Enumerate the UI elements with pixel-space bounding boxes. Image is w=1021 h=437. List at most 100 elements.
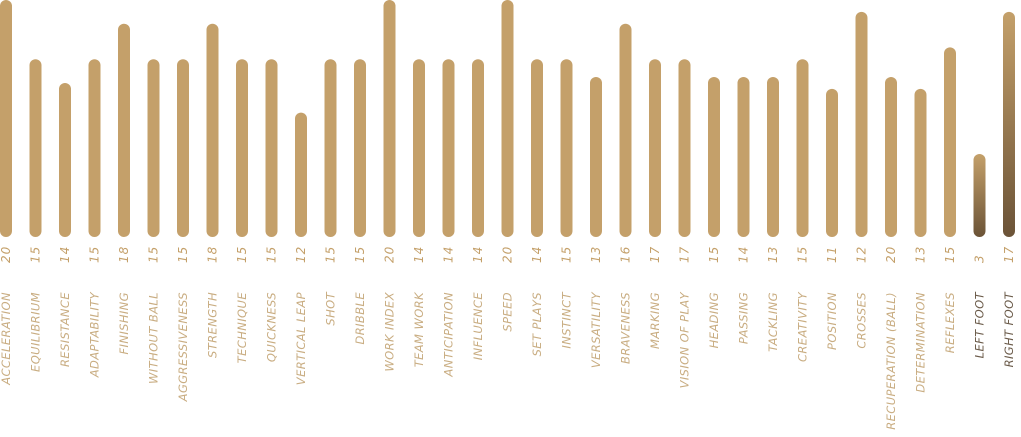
- bar-vision-of-play: [678, 59, 691, 237]
- category-label-heading: HEADING: [707, 292, 721, 348]
- category-label-crosses: CROSSES: [855, 292, 869, 349]
- bar-heading: [708, 77, 720, 238]
- bar-anticipation: [442, 59, 455, 237]
- value-label-shot: 15: [324, 246, 338, 263]
- category-label-acceleration: ACCELERATION: [0, 292, 13, 386]
- category-label-marking: MARKING: [648, 292, 662, 349]
- value-label-reflexes: 15: [943, 246, 957, 263]
- bar-crosses: [855, 11, 868, 237]
- bar-acceleration: [0, 0, 12, 237]
- value-label-set-plays: 14: [530, 246, 544, 263]
- category-label-reflexes: REFLEXES: [943, 292, 957, 353]
- value-label-braveness: 16: [619, 246, 633, 263]
- value-label-passing: 14: [737, 246, 751, 263]
- bar-vertical-leap: [295, 112, 307, 237]
- category-label-technique: TECHNIQUE: [235, 292, 249, 364]
- category-label-anticipation: ANTICIPATION: [442, 292, 456, 378]
- category-label-vertical-leap: VERTICAL LEAP: [294, 292, 308, 385]
- value-labels-group: 20 15 14 15 18 15 15 18 15 15 12 15 15 20 14 14 14 20 14 15…: [0, 246, 1016, 263]
- bar-team-work: [413, 59, 425, 237]
- category-label-speed: SPEED: [501, 292, 515, 332]
- value-label-work-index: 20: [383, 246, 397, 263]
- category-label-influence: INFLUENCE: [471, 292, 485, 361]
- category-label-instinct: INSTINCT: [560, 291, 574, 348]
- category-label-creativity: CREATIVITY: [796, 291, 810, 362]
- value-label-anticipation: 14: [442, 246, 456, 263]
- value-label-speed: 20: [501, 246, 515, 263]
- value-label-finishing: 18: [117, 246, 131, 263]
- bar-braveness: [619, 23, 632, 238]
- value-label-team-work: 14: [412, 246, 426, 263]
- category-label-team-work: TEAM WORK: [412, 291, 426, 367]
- bar-equilibrium: [29, 59, 42, 237]
- category-label-strength: STRENGTH: [206, 292, 220, 358]
- value-label-position: 11: [825, 246, 839, 263]
- value-label-heading: 15: [707, 246, 721, 263]
- category-label-set-plays: SET PLAYS: [530, 292, 544, 356]
- category-label-finishing: FINISHING: [117, 292, 131, 354]
- bar-quickness: [265, 59, 278, 237]
- bar-passing: [737, 77, 750, 238]
- bar-marking: [649, 59, 661, 237]
- bar-dribble: [354, 59, 366, 237]
- bar-versatility: [590, 77, 602, 238]
- bar-left-foot: [973, 154, 986, 237]
- category-label-braveness: BRAVENESS: [619, 292, 633, 364]
- category-label-tackling: TACKLING: [766, 292, 780, 352]
- category-label-equilibrium: EQUILIBRIUM: [29, 292, 43, 372]
- category-label-aggressiveness: AGGRESSIVENESS: [176, 292, 190, 402]
- value-label-crosses: 12: [855, 246, 869, 263]
- category-labels-group: ACCELERATION EQUILIBRIUM RESISTANCE ADAPTAB…: [0, 291, 1016, 430]
- value-label-creativity: 15: [796, 246, 810, 263]
- bar-finishing: [118, 23, 130, 238]
- bar-reflexes: [944, 47, 956, 238]
- value-label-vision-of-play: 17: [678, 246, 692, 263]
- value-label-resistance: 14: [58, 246, 72, 263]
- bar-instinct: [560, 59, 573, 237]
- bar-work-index: [383, 0, 396, 237]
- bar-recuperation-ball: [885, 77, 897, 238]
- bar-strength: [206, 23, 219, 238]
- category-label-vision-of-play: VISION OF PLAY: [678, 291, 692, 388]
- value-label-left-foot: 3: [973, 254, 987, 263]
- bar-creativity: [796, 59, 809, 237]
- category-label-resistance: RESISTANCE: [58, 292, 72, 367]
- value-label-right-foot: 17: [1002, 246, 1016, 263]
- value-label-recuperation-ball: 20: [884, 246, 898, 263]
- category-label-work-index: WORK INDEX: [383, 291, 397, 371]
- value-label-vertical-leap: 12: [294, 246, 308, 263]
- category-label-passing: PASSING: [737, 292, 751, 344]
- bar-set-plays: [531, 59, 543, 237]
- value-label-acceleration: 20: [0, 246, 13, 263]
- bars-group: [0, 0, 1015, 238]
- bar-influence: [472, 59, 484, 237]
- bar-tackling: [767, 77, 779, 238]
- value-label-dribble: 15: [353, 246, 367, 263]
- category-label-without-ball: WITHOUT BALL: [147, 292, 161, 384]
- value-label-technique: 15: [235, 246, 249, 263]
- category-label-left-foot: LEFT FOOT: [973, 291, 987, 358]
- value-label-without-ball: 15: [147, 246, 161, 263]
- category-label-quickness: QUICKNESS: [265, 292, 279, 362]
- bar-technique: [236, 59, 248, 237]
- bar-resistance: [59, 82, 71, 237]
- bar-determination: [914, 88, 927, 237]
- value-label-strength: 18: [206, 246, 220, 263]
- value-label-determination: 13: [914, 246, 928, 263]
- category-label-determination: DETERMINATION: [914, 292, 928, 393]
- bar-adaptability: [88, 59, 101, 237]
- value-label-influence: 14: [471, 246, 485, 263]
- category-label-recuperation-ball: RECUPERATION (BALL): [884, 292, 898, 430]
- category-label-dribble: DRIBBLE: [353, 292, 367, 345]
- category-label-adaptability: ADAPTABILITY: [88, 291, 102, 378]
- value-label-versatility: 13: [589, 246, 603, 263]
- bar-speed: [501, 0, 514, 237]
- category-label-versatility: VERSATILITY: [589, 291, 603, 368]
- category-label-right-foot: RIGHT FOOT: [1002, 291, 1016, 367]
- bar-position: [826, 88, 838, 237]
- value-label-aggressiveness: 15: [176, 246, 190, 263]
- bar-right-foot: [1003, 11, 1015, 237]
- value-label-adaptability: 15: [88, 246, 102, 263]
- category-label-position: POSITION: [825, 292, 839, 350]
